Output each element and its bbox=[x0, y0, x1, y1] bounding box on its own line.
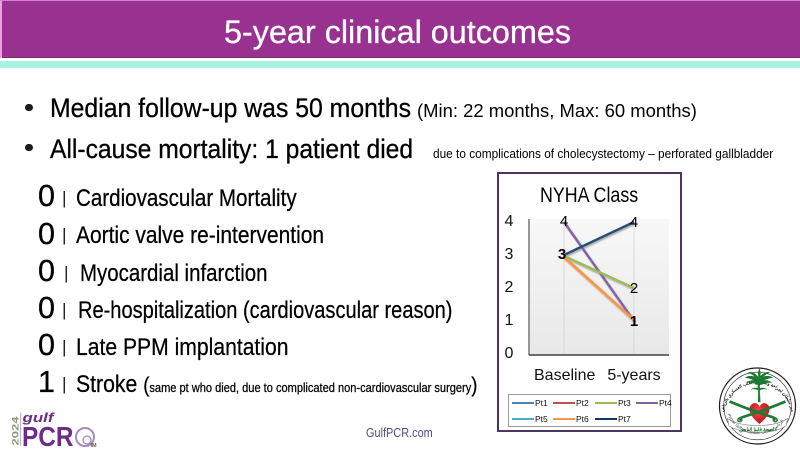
svg-text:2024: 2024 bbox=[10, 417, 20, 446]
svg-text:gulf: gulf bbox=[21, 410, 55, 425]
svg-text:الصحة قلبنا النابض: الصحة قلبنا النابض bbox=[739, 427, 776, 433]
svg-text:IM: IM bbox=[91, 443, 98, 449]
svg-text:PCR: PCR bbox=[22, 421, 74, 450]
